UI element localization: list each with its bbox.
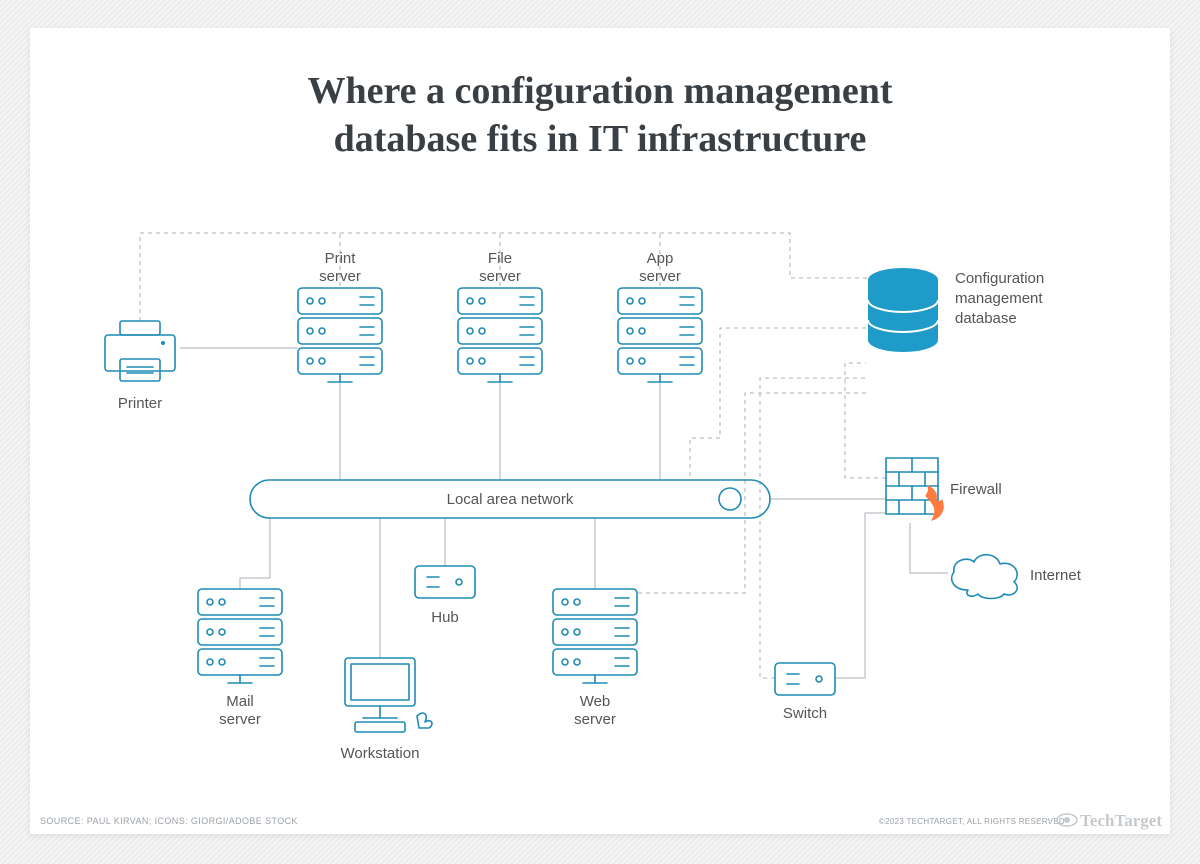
footer-source: SOURCE: PAUL KIRVAN; ICONS: GIORGI/ADOBE… (40, 816, 298, 826)
cmdb-label-3: database (955, 310, 1017, 327)
hub-label: Hub (431, 609, 459, 626)
cmdb-label-2: management (955, 290, 1043, 307)
switch-label: Switch (783, 705, 827, 722)
switch-icon (775, 663, 835, 695)
web-server-label-1: Web (580, 693, 611, 710)
diagram-card: Where a configuration management databas… (30, 28, 1170, 834)
file-server-label-2: server (479, 268, 521, 285)
workstation-label: Workstation (341, 745, 420, 762)
printer-label: Printer (118, 395, 162, 412)
file-server-icon (458, 288, 542, 382)
cmdb-label-1: Configuration (955, 270, 1044, 287)
cmdb-icon (868, 268, 938, 352)
web-server-label-2: server (574, 711, 616, 728)
lan-label: Local area network (447, 491, 574, 508)
print-server-label-1: Print (325, 250, 357, 267)
edges (140, 233, 948, 678)
firewall-label: Firewall (950, 481, 1002, 498)
title-line-2: database fits in IT infrastructure (334, 118, 867, 160)
app-server-icon (618, 288, 702, 382)
internet-icon (952, 555, 1018, 599)
brand-text: TechTarget (1080, 811, 1162, 830)
mail-server-label-1: Mail (226, 693, 254, 710)
diagram-title: Where a configuration management databas… (30, 28, 1170, 163)
mail-server-icon (198, 589, 282, 683)
print-server-icon (298, 288, 382, 382)
title-line-1: Where a configuration management (307, 70, 892, 112)
app-server-label-2: server (639, 268, 681, 285)
hub-icon (415, 566, 475, 598)
lan-bus: Local area network (250, 480, 770, 518)
footer-copyright: ©2023 TECHTARGET, ALL RIGHTS RESERVED (879, 817, 1065, 826)
file-server-label-1: File (488, 250, 512, 267)
app-server-label-1: App (647, 250, 674, 267)
mail-server-label-2: server (219, 711, 261, 728)
brand-logo: TechTarget (1056, 811, 1162, 832)
internet-label: Internet (1030, 567, 1082, 584)
workstation-icon (345, 658, 432, 732)
web-server-icon (553, 589, 637, 683)
print-server-label-2: server (319, 268, 361, 285)
printer-icon (105, 321, 175, 381)
firewall-icon (886, 458, 943, 520)
diagram-canvas: Local area network Printer (30, 178, 1170, 798)
